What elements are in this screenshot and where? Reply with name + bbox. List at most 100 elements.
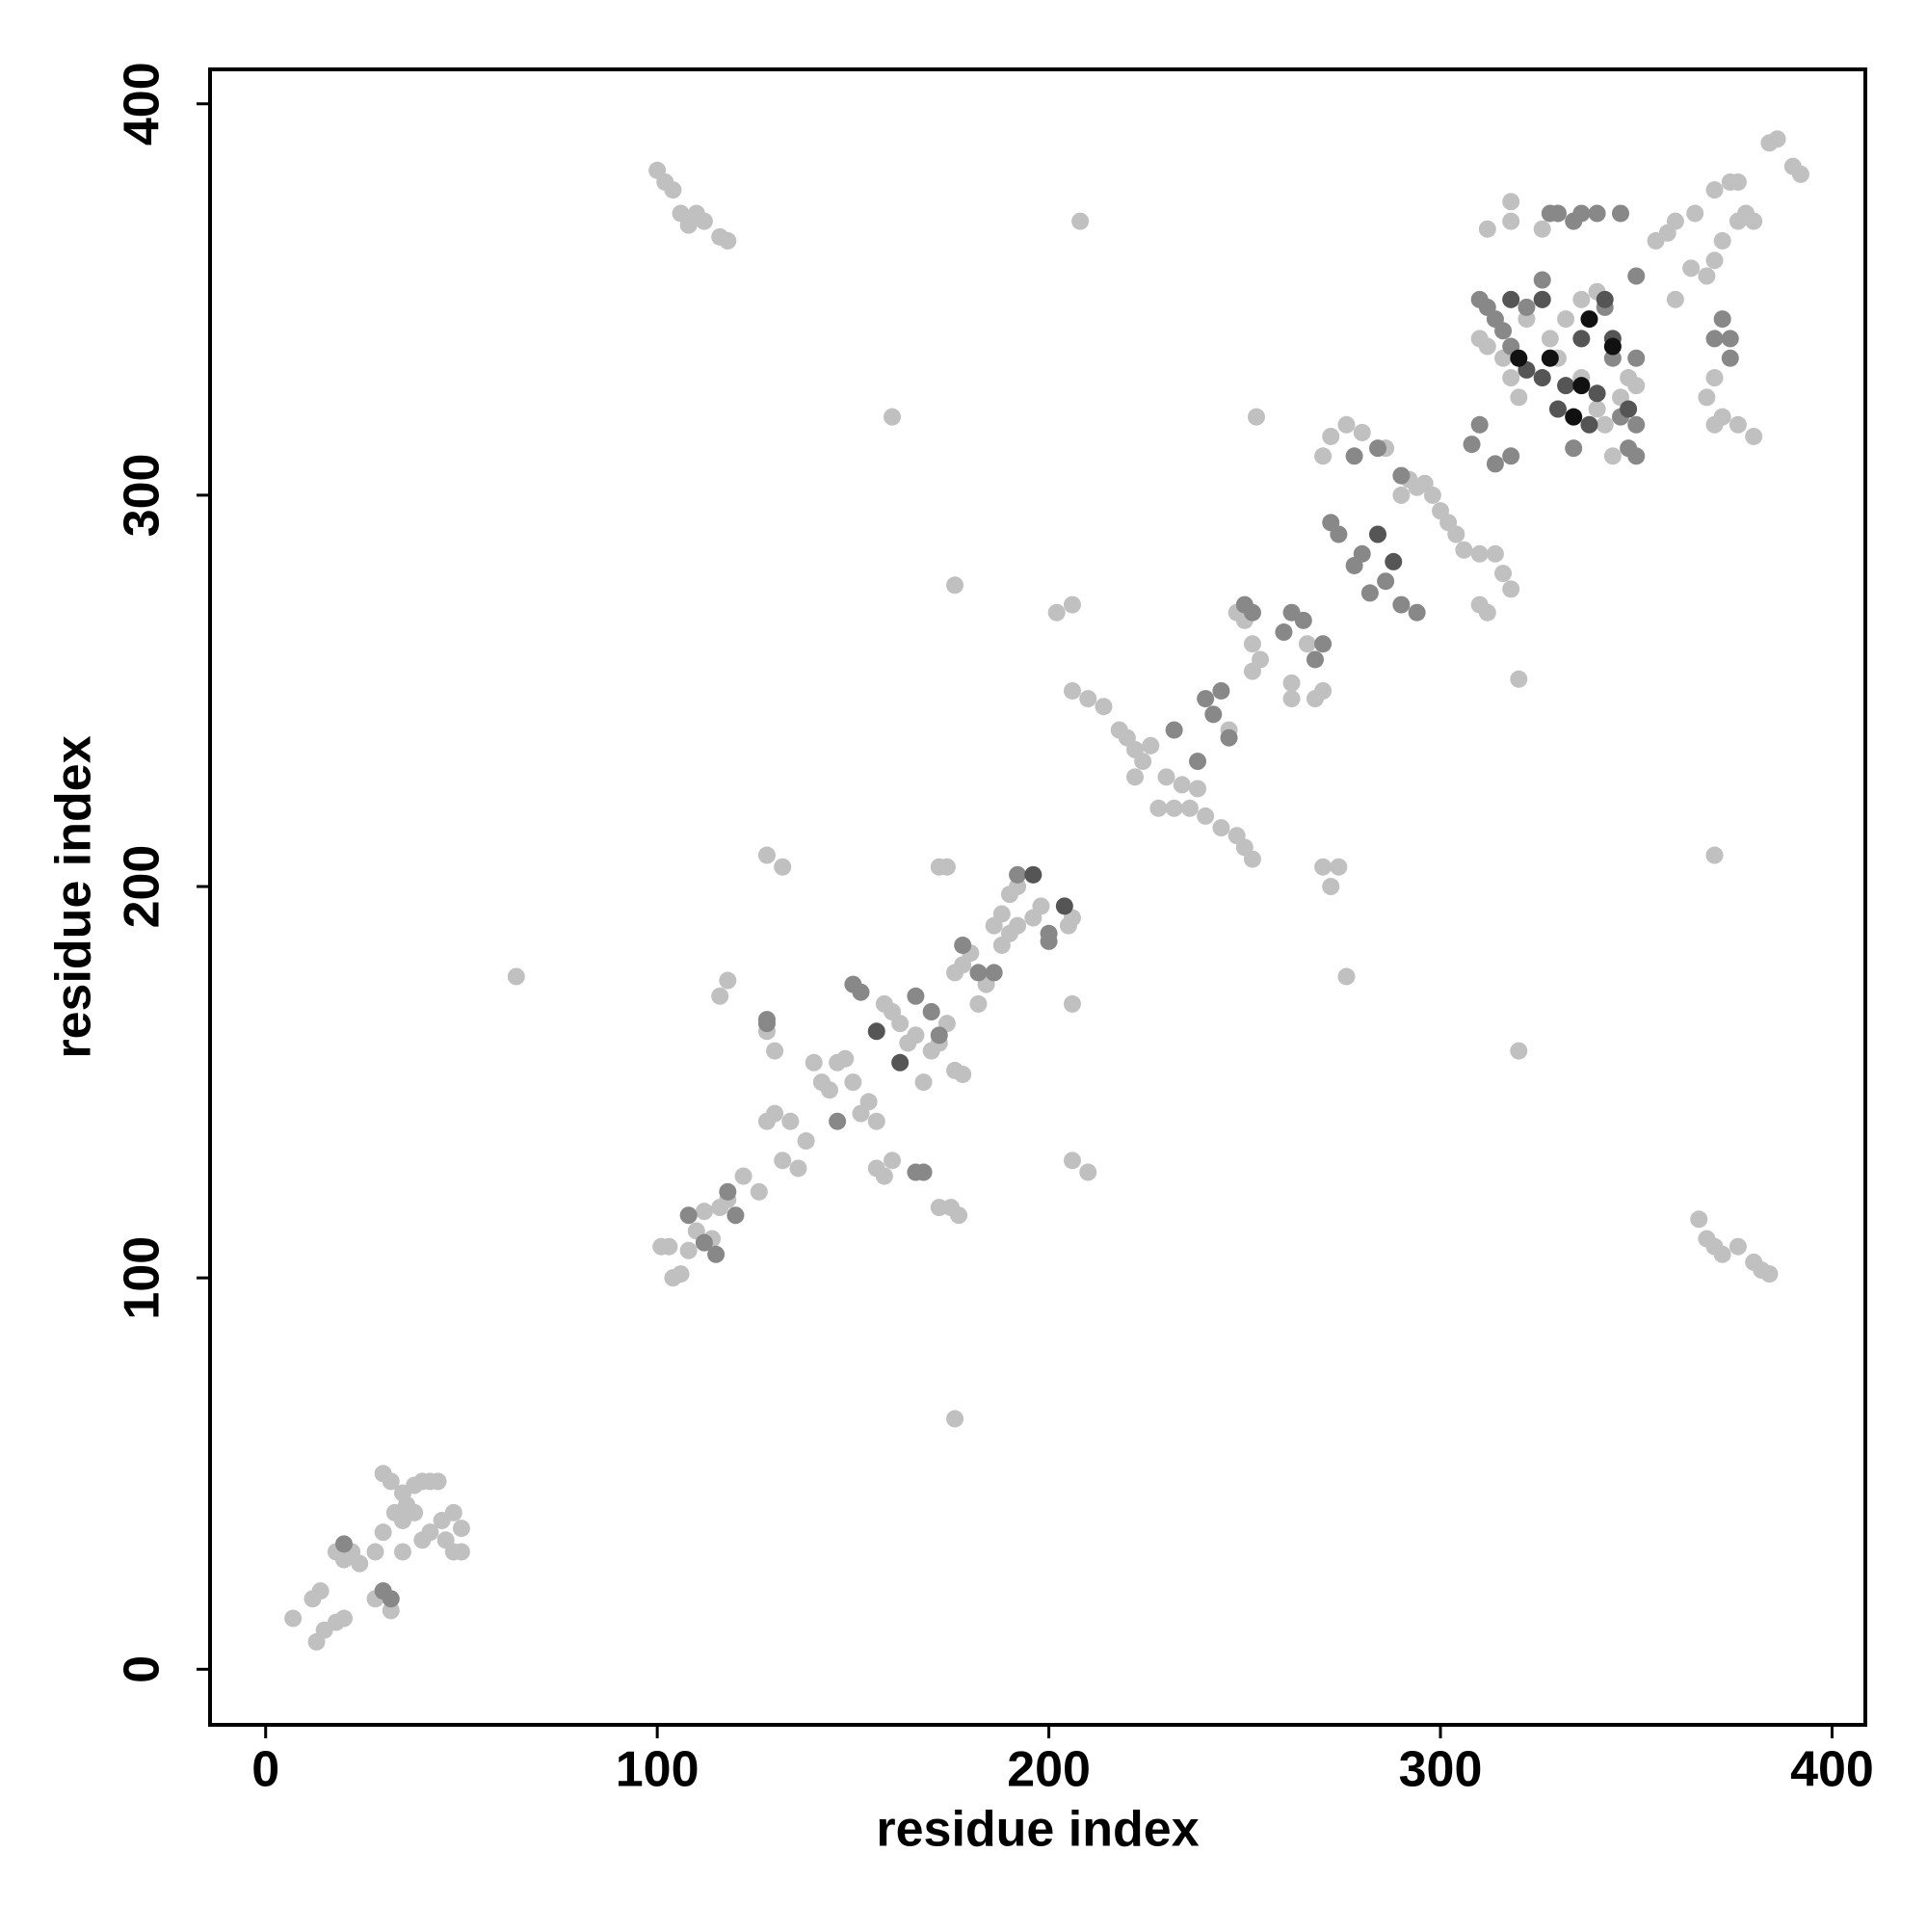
- point: [335, 1609, 354, 1628]
- point: [1197, 690, 1215, 708]
- point: [805, 1053, 823, 1072]
- point: [1322, 878, 1340, 896]
- point: [1729, 1237, 1747, 1256]
- point: [820, 1081, 838, 1099]
- point: [1392, 466, 1411, 485]
- point: [1282, 674, 1301, 692]
- point: [393, 1543, 411, 1561]
- point: [1588, 204, 1606, 223]
- y-tick-label: 300: [115, 454, 171, 538]
- point: [1588, 400, 1606, 418]
- x-tick-label: 300: [1399, 1742, 1483, 1798]
- point: [1541, 330, 1559, 348]
- point: [1502, 212, 1520, 230]
- point: [1768, 130, 1786, 148]
- point: [1620, 439, 1638, 458]
- point: [1314, 635, 1333, 653]
- point: [1686, 204, 1704, 223]
- point: [1470, 415, 1489, 434]
- point: [1392, 486, 1411, 504]
- point: [711, 987, 729, 1005]
- point: [1572, 377, 1591, 395]
- point: [867, 1022, 885, 1041]
- point: [429, 1472, 447, 1491]
- point: [1055, 897, 1073, 915]
- point: [1611, 204, 1629, 223]
- point: [1557, 377, 1575, 395]
- point: [507, 967, 525, 986]
- point: [385, 1503, 404, 1522]
- point: [1705, 846, 1724, 864]
- point: [774, 1151, 792, 1170]
- point: [1247, 408, 1265, 426]
- point: [1189, 780, 1207, 798]
- point: [1486, 455, 1504, 473]
- x-tick-label: 200: [1007, 1742, 1091, 1798]
- point: [452, 1520, 470, 1538]
- point: [1682, 259, 1701, 278]
- point: [1024, 865, 1043, 884]
- point: [311, 1582, 330, 1601]
- point: [1596, 415, 1614, 434]
- plot-frame: [208, 67, 1867, 1727]
- point: [1189, 753, 1207, 771]
- point: [1572, 330, 1591, 348]
- point: [1627, 377, 1646, 395]
- point: [1165, 721, 1183, 739]
- point: [1157, 768, 1175, 786]
- point: [1345, 447, 1363, 465]
- point: [1079, 1163, 1097, 1181]
- point: [660, 1237, 678, 1256]
- point: [1729, 172, 1747, 191]
- point: [797, 1132, 815, 1151]
- point: [1620, 400, 1638, 418]
- point: [1306, 650, 1324, 669]
- point: [1502, 447, 1520, 465]
- point: [1494, 322, 1513, 340]
- point: [1360, 584, 1379, 602]
- point: [1047, 603, 1066, 622]
- point: [1510, 670, 1528, 688]
- point: [1204, 705, 1223, 724]
- point: [1330, 525, 1348, 543]
- point: [884, 1151, 902, 1170]
- point: [774, 858, 792, 876]
- point: [1502, 290, 1520, 308]
- y-tick-label: 0: [115, 1655, 171, 1683]
- point: [1698, 388, 1716, 407]
- point: [1548, 204, 1567, 223]
- point: [1713, 408, 1731, 426]
- point: [875, 1167, 893, 1185]
- point: [1063, 595, 1081, 614]
- point: [1063, 994, 1081, 1013]
- point: [1486, 544, 1504, 563]
- point: [950, 1206, 968, 1225]
- point: [891, 1053, 910, 1072]
- point: [766, 1042, 784, 1060]
- point: [1705, 251, 1724, 270]
- point: [1580, 310, 1598, 329]
- point: [985, 964, 1003, 982]
- point: [1385, 552, 1403, 570]
- point: [1125, 768, 1144, 786]
- point: [1627, 267, 1646, 285]
- point: [726, 1206, 745, 1225]
- point: [1518, 298, 1536, 316]
- point: [969, 964, 988, 982]
- point: [1337, 967, 1356, 986]
- point: [1032, 897, 1050, 915]
- y-tick-label: 100: [115, 1236, 171, 1320]
- point: [695, 1233, 713, 1252]
- x-tick-label: 100: [616, 1742, 700, 1798]
- point: [444, 1503, 462, 1522]
- point: [1079, 690, 1097, 708]
- point: [1502, 580, 1520, 598]
- point: [1063, 1151, 1081, 1170]
- point: [1368, 439, 1386, 458]
- point: [907, 987, 925, 1005]
- point: [907, 1026, 925, 1045]
- point: [719, 1182, 737, 1201]
- point: [1294, 611, 1312, 629]
- point: [695, 212, 713, 230]
- point: [1071, 212, 1090, 230]
